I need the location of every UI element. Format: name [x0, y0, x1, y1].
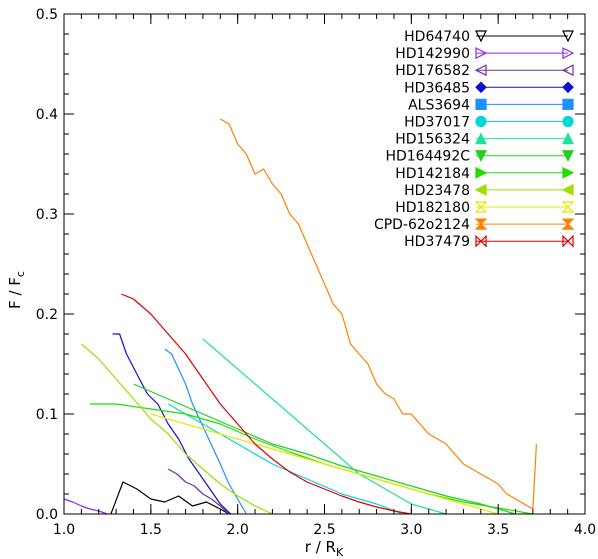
legend-entry: HD182180: [395, 200, 575, 216]
legend-entry: HD142990: [395, 46, 575, 62]
legend-marker-start: [475, 98, 487, 110]
legend-marker-end: [562, 234, 574, 248]
y-axis-title: F / Fc: [6, 271, 27, 309]
legend-entry: HD23478: [404, 183, 574, 199]
legend-entry: HD156324: [395, 132, 574, 148]
legend-marker-start: [474, 201, 488, 213]
legend-marker-end: [562, 115, 574, 128]
legend-label: HD164492C: [385, 149, 470, 165]
series-line-ALS3694: [164, 348, 247, 515]
series-line-HD156324: [202, 338, 447, 515]
legend-marker-start: [474, 218, 488, 230]
legend-entry: HD36485: [404, 80, 574, 96]
legend-entry: ALS3694: [408, 97, 574, 113]
x-tick-label: 3.5: [487, 522, 509, 538]
legend-marker-end: [561, 64, 574, 77]
legend-entry: HD37017: [404, 115, 574, 131]
legend-marker-start: [475, 166, 488, 179]
x-tick-label: 1.5: [140, 522, 162, 538]
legend-label: HD64740: [404, 29, 470, 45]
y-tick-label: 0.4: [36, 107, 58, 123]
x-tick-label: 2.0: [227, 522, 249, 538]
legend-label: HD156324: [395, 132, 470, 148]
legend-label: HD23478: [404, 183, 470, 199]
legend-marker-start: [475, 150, 487, 163]
series-line-HD176582: [167, 468, 230, 515]
ticks-layer: 1.0 1.5 2.0 2.5 3.0 3.5 4.0 0.0 0.1 0.2 0.3 0.4 0.5: [36, 7, 596, 538]
legend-entry: HD164492C: [385, 149, 574, 165]
x-tick-label: 2.5: [313, 522, 335, 538]
legend-label: HD142990: [395, 46, 470, 62]
legend-entry: HD37479: [404, 234, 574, 250]
y-tick-label: 0.0: [36, 507, 58, 523]
legend-marker-end: [562, 81, 574, 94]
series-layer: [63, 118, 537, 515]
legend-label: HD142184: [395, 166, 470, 182]
series-line-HD142184: [90, 403, 534, 515]
series-line-HD164492C: [133, 383, 516, 515]
legend-marker-end: [561, 183, 574, 196]
legend-marker-start: [475, 115, 487, 128]
legend-label: CPD-62o2124: [374, 217, 470, 233]
legend-marker-end: [561, 201, 575, 213]
legend-marker-start: [475, 132, 487, 145]
legend-marker-end: [562, 166, 575, 179]
series-line-HD37479: [121, 293, 412, 515]
legend-marker-end: [562, 47, 575, 60]
y-tick-label: 0.1: [36, 407, 58, 423]
y-tick-label: 0.2: [36, 307, 58, 323]
series-line-HD182180: [150, 413, 499, 515]
legend-marker-start: [475, 81, 487, 94]
legend-marker-end: [562, 132, 574, 145]
legend-marker-end: [561, 218, 575, 230]
series-line-HD64740: [110, 481, 230, 515]
legend-entry: HD64740: [404, 29, 574, 45]
legend-entry: CPD-62o2124: [374, 217, 575, 233]
legend-marker-start: [475, 47, 488, 60]
y-tick-label: 0.5: [36, 7, 58, 23]
x-tick-label: 4.0: [574, 522, 596, 538]
legend-marker-end: [562, 30, 574, 43]
legend-marker-start: [475, 234, 487, 248]
legend-label: HD37017: [404, 115, 470, 131]
y-axis-title-subscript: c: [14, 271, 27, 277]
legend-label: HD36485: [404, 80, 470, 96]
x-tick-label: 1.0: [53, 522, 75, 538]
legend-entry: HD142184: [395, 166, 575, 182]
series-line-HD23478: [81, 343, 273, 515]
legend-label: HD182180: [395, 200, 470, 216]
legend-marker-start: [474, 183, 487, 196]
series-line-CPD-62o2124: [220, 118, 537, 510]
legend-marker-start: [474, 64, 487, 77]
x-tick-label: 3.0: [400, 522, 422, 538]
legend-label: ALS3694: [408, 97, 470, 113]
series-line-HD142990: [63, 498, 108, 515]
legend-label: HD37479: [404, 234, 470, 250]
legend-marker-start: [475, 30, 487, 43]
x-axis-title: r / RK: [305, 538, 344, 559]
series-line-HD36485: [112, 333, 232, 515]
series-line-HD37017: [167, 403, 403, 515]
legend-marker-end: [562, 98, 574, 110]
x-axis-title-subscript: K: [336, 546, 344, 559]
legend-label: HD176582: [395, 63, 470, 79]
legend-marker-end: [562, 150, 574, 163]
legend-entry: HD176582: [395, 63, 574, 79]
y-tick-label: 0.3: [36, 207, 58, 223]
plot-frame: [63, 13, 586, 515]
